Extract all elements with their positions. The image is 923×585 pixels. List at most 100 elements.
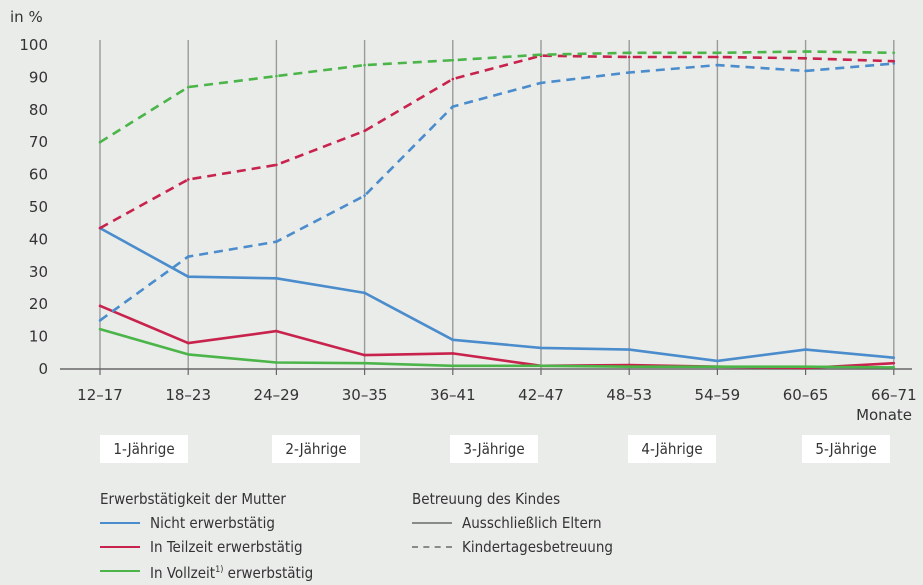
data-point — [451, 105, 455, 108]
data-point — [892, 59, 896, 63]
data-point — [539, 346, 543, 350]
legend-item-teilzeit: In Teilzeit erwerbstätig — [100, 535, 313, 559]
data-point — [186, 275, 190, 278]
y-tick-label: 30 — [29, 263, 48, 281]
legend-item-kita: Kindertagesbetreuung — [412, 535, 613, 559]
data-point — [539, 364, 543, 368]
data-point — [716, 55, 719, 59]
data-point — [186, 341, 190, 345]
legend-care-heading: Betreuung des Kindes — [412, 490, 561, 508]
data-point — [363, 353, 366, 357]
legend-swatch-kita — [412, 546, 452, 548]
data-point — [451, 352, 455, 355]
legend-label-vollzeit: In Vollzeit1) erwerbstätig — [150, 558, 313, 585]
data-point — [275, 240, 278, 243]
data-point — [363, 129, 366, 133]
data-point — [627, 348, 631, 351]
footnote-marker: 1) — [215, 564, 224, 575]
legend-label-eltern: Ausschließlich Eltern — [462, 514, 602, 532]
age-group-3: 3-Jährige — [450, 435, 538, 463]
legend-item-vollzeit: In Vollzeit1) erwerbstätig — [100, 559, 313, 583]
data-point — [716, 359, 719, 363]
legend-swatch-teilzeit — [100, 546, 140, 548]
data-point — [451, 338, 455, 342]
legend-swatch-vollzeit — [100, 570, 140, 572]
series-line-teilzeit-solid — [99, 304, 894, 370]
data-point — [804, 56, 807, 60]
data-point — [892, 51, 896, 55]
data-point — [363, 194, 366, 197]
legend-item-eltern: Ausschließlich Eltern — [412, 511, 613, 535]
age-group-1: 1-Jährige — [100, 435, 188, 463]
data-point — [451, 58, 455, 62]
x-tick-label: 66–71 — [871, 386, 917, 404]
y-tick-label: 50 — [29, 198, 48, 216]
data-point — [363, 291, 366, 295]
data-point — [716, 51, 719, 55]
series-line-vollzeit-solid — [99, 327, 894, 369]
data-point — [98, 226, 102, 230]
y-axis-label: in % — [10, 8, 43, 26]
legend-vollzeit-post: erwerbstätig — [223, 563, 314, 582]
data-point — [716, 365, 719, 369]
data-point — [98, 140, 102, 144]
y-tick-label: 40 — [29, 230, 48, 248]
data-point — [892, 361, 896, 365]
data-point — [804, 365, 807, 369]
age-group-5: 5-Jährige — [802, 435, 890, 463]
x-tick-label: 12–17 — [77, 386, 123, 404]
data-point — [627, 55, 631, 59]
legend-swatch-nicht — [100, 522, 140, 524]
data-point — [539, 81, 543, 85]
data-point — [627, 365, 631, 369]
data-point — [363, 63, 366, 67]
legend-mother: Erwerbstätigkeit der Mutter Nicht erwerb… — [100, 487, 313, 583]
data-point — [892, 366, 896, 369]
x-tick-label: 48–53 — [606, 386, 652, 404]
y-tick-label: 100 — [19, 36, 48, 54]
y-tick-label: 0 — [38, 360, 48, 378]
data-point — [186, 353, 190, 356]
data-point — [804, 50, 807, 53]
series-line-teilzeit-dashed — [99, 54, 894, 230]
data-point — [186, 255, 190, 258]
data-point — [892, 356, 896, 359]
x-tick-label: 36–41 — [430, 386, 476, 404]
data-point — [98, 304, 102, 308]
data-point — [451, 364, 455, 368]
data-point — [716, 63, 719, 67]
age-group-2: 2-Jährige — [272, 435, 360, 463]
data-point — [451, 77, 455, 81]
data-point — [275, 163, 278, 167]
legend-vollzeit-pre: In Vollzeit — [150, 563, 216, 582]
series-line-nicht-dashed — [99, 62, 894, 322]
y-axis-ticks: 0 10 20 30 40 50 60 70 80 90 100 — [19, 36, 48, 378]
data-point — [804, 348, 807, 351]
y-tick-label: 10 — [29, 328, 48, 346]
x-tick-label: 18–23 — [165, 386, 211, 404]
data-point — [98, 319, 102, 322]
x-tick-label: 54–59 — [695, 386, 741, 404]
legend-mother-heading: Erwerbstätigkeit der Mutter — [100, 490, 286, 508]
y-tick-label: 90 — [29, 68, 48, 86]
legend-item-nicht: Nicht erwerbstätig — [100, 511, 313, 535]
data-point — [186, 85, 190, 89]
data-point — [892, 62, 896, 65]
data-point — [539, 53, 543, 57]
x-tick-label: 60–65 — [783, 386, 829, 404]
legend-label-teilzeit: In Teilzeit erwerbstätig — [150, 538, 303, 556]
data-point — [275, 74, 278, 78]
x-axis-ticks: 12–17 18–23 24–29 30–35 36–41 42–47 48–53 54–59… — [77, 369, 917, 404]
data-point — [186, 178, 190, 181]
age-group-4: 4-Jährige — [628, 435, 716, 463]
legend-care: Betreuung des Kindes Ausschließlich Elte… — [412, 487, 613, 559]
series-lines — [98, 50, 896, 370]
x-axis-label: Monate — [856, 406, 912, 424]
data-point — [275, 329, 278, 333]
y-tick-label: 70 — [29, 133, 48, 151]
data-point — [627, 71, 631, 74]
x-tick-label: 30–35 — [342, 386, 388, 404]
data-point — [98, 327, 102, 331]
data-point — [627, 51, 631, 55]
legend-label-kita: Kindertagesbetreuung — [462, 538, 613, 556]
